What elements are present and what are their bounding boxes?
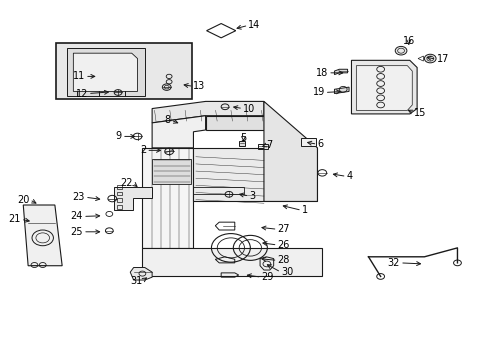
- Polygon shape: [152, 158, 191, 184]
- Polygon shape: [356, 66, 411, 111]
- Text: 25: 25: [70, 227, 83, 237]
- Polygon shape: [152, 102, 264, 123]
- Bar: [56, 43, 192, 99]
- Text: 5: 5: [240, 133, 246, 143]
- Text: 4: 4: [346, 171, 352, 181]
- Polygon shape: [142, 248, 322, 276]
- Text: 23: 23: [73, 192, 85, 202]
- Polygon shape: [193, 148, 317, 202]
- Polygon shape: [23, 205, 62, 266]
- Text: 27: 27: [277, 224, 289, 234]
- Text: 9: 9: [116, 131, 122, 141]
- Text: 19: 19: [312, 87, 324, 98]
- Polygon shape: [114, 187, 152, 210]
- Text: 24: 24: [71, 211, 83, 221]
- Text: 6: 6: [317, 139, 323, 149]
- Text: 20: 20: [17, 195, 30, 204]
- Text: 21: 21: [8, 214, 21, 224]
- Polygon shape: [130, 267, 152, 280]
- Text: 14: 14: [248, 20, 260, 30]
- Text: 12: 12: [76, 89, 88, 99]
- Text: 29: 29: [261, 272, 273, 282]
- Circle shape: [424, 54, 435, 63]
- Polygon shape: [205, 116, 264, 130]
- Polygon shape: [238, 141, 245, 146]
- Text: 13: 13: [193, 81, 205, 91]
- Text: 15: 15: [413, 108, 425, 118]
- Text: 28: 28: [277, 255, 289, 265]
- Polygon shape: [142, 148, 193, 248]
- Polygon shape: [351, 60, 416, 114]
- Text: 18: 18: [315, 68, 327, 78]
- Text: 26: 26: [277, 240, 289, 250]
- Polygon shape: [334, 87, 348, 94]
- Text: 8: 8: [164, 115, 170, 125]
- Text: 32: 32: [387, 258, 399, 268]
- Circle shape: [394, 46, 406, 55]
- Polygon shape: [67, 48, 144, 96]
- Polygon shape: [300, 138, 316, 146]
- Polygon shape: [334, 69, 347, 75]
- Text: 22: 22: [120, 178, 132, 188]
- Text: 17: 17: [436, 54, 448, 64]
- Text: 16: 16: [402, 36, 414, 46]
- Text: 3: 3: [249, 191, 255, 201]
- Text: 11: 11: [73, 71, 85, 81]
- Text: 1: 1: [301, 205, 307, 215]
- Polygon shape: [264, 102, 317, 202]
- Polygon shape: [152, 116, 205, 148]
- Text: 2: 2: [140, 145, 146, 156]
- Text: 7: 7: [266, 140, 272, 150]
- Polygon shape: [73, 53, 137, 91]
- Text: 30: 30: [281, 267, 293, 277]
- Polygon shape: [260, 257, 273, 270]
- Text: 10: 10: [243, 104, 255, 113]
- Text: 31: 31: [130, 276, 142, 286]
